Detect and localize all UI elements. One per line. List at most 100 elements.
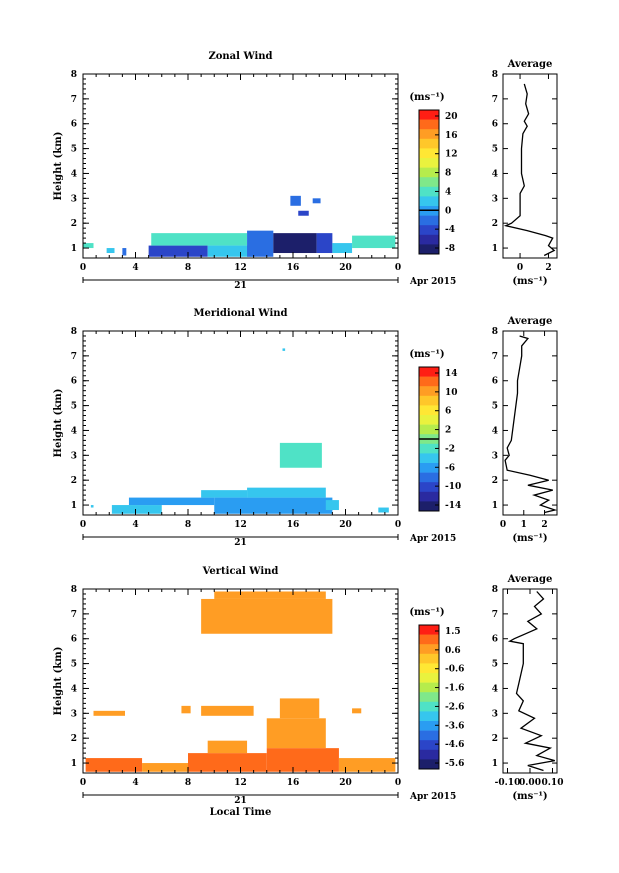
profile-y-tick-label: 2: [492, 219, 498, 229]
heatmap-cell: [201, 598, 333, 634]
profile-x-tick-label: 0.10: [542, 778, 564, 788]
x-tick-label: 0: [395, 520, 401, 530]
profile-y-tick-label: 5: [492, 660, 498, 670]
colorbar-segment: [419, 682, 439, 693]
colorbar-tick-label: -2.6: [445, 702, 464, 712]
profile-y-tick-label: 3: [492, 194, 498, 204]
colorbar-segment: [419, 749, 439, 760]
profile-y-tick-label: 5: [492, 145, 498, 155]
heatmap-cell: [214, 591, 326, 599]
heatmap-cell: [273, 233, 317, 254]
heatmap-cell: [352, 235, 396, 249]
x-tick-label: 8: [185, 520, 191, 530]
x-tick-label: 20: [339, 520, 352, 530]
y-tick-label: 7: [71, 610, 77, 620]
colorbar-tick-label: 8: [445, 169, 451, 179]
heatmap-cell: [266, 748, 339, 772]
x-tick-label: 0: [80, 778, 86, 788]
date-label: 21: [234, 538, 247, 548]
colorbar-segment: [419, 177, 439, 188]
x-tick-label: 16: [287, 778, 300, 788]
month-label: Apr 2015: [409, 277, 456, 287]
colorbar-segment: [419, 673, 439, 683]
colorbar-segment: [419, 701, 439, 712]
profile-line: [504, 335, 558, 514]
colorbar-tick-label: -2: [445, 444, 455, 454]
heatmap-cell: [247, 230, 274, 257]
colorbar-segment: [419, 730, 439, 741]
panel-title: Zonal Wind: [208, 51, 272, 62]
profile-y-tick-label: 6: [492, 635, 498, 645]
colorbar-tick-label: -8: [445, 244, 455, 254]
heatmap-cell: [214, 497, 333, 514]
y-tick-label: 1: [71, 244, 77, 254]
heatmap-cell: [148, 245, 208, 257]
profile-y-tick-label: 7: [492, 610, 498, 620]
x-tick-label: 12: [234, 778, 247, 788]
heatmap-cell: [338, 758, 396, 772]
profile-x-tick-label: -0.10: [495, 778, 521, 788]
profile-x-label: (ms⁻¹): [512, 791, 547, 802]
colorbar-frame: [418, 109, 440, 255]
y-axis-label: Height (km): [53, 132, 64, 201]
profile-y-tick-label: 5: [492, 402, 498, 412]
colorbar-segment: [419, 119, 439, 130]
y-tick-label: 4: [71, 426, 77, 436]
heatmap-cell: [316, 233, 333, 254]
colorbar-segment: [419, 759, 439, 770]
heatmap-cell: [128, 497, 215, 506]
heatmap-cell: [207, 740, 248, 754]
colorbar-tick-label: 0.6: [445, 646, 461, 656]
heatmap-cell: [106, 248, 115, 254]
colorbar-segment: [419, 424, 439, 435]
colorbar-tick-label: -4.6: [445, 740, 464, 750]
colorbar-segment: [419, 491, 439, 502]
x-tick-label: 4: [132, 520, 138, 530]
colorbar-tick-label: 4: [445, 187, 451, 197]
x-tick-label: 0: [80, 263, 86, 273]
colorbar-segment: [419, 367, 439, 377]
colorbar-tick-label: 16: [445, 131, 458, 141]
colorbar-segment: [419, 692, 439, 703]
colorbar-segment: [419, 711, 439, 722]
plot-frame: [82, 73, 399, 259]
colorbar-segment: [419, 234, 439, 245]
heatmap-cell: [90, 505, 94, 508]
profile-x-label: (ms⁻¹): [512, 533, 547, 544]
heatmap-cell: [266, 718, 326, 749]
colorbar-tick-label: -0.6: [445, 665, 464, 675]
heatmap-cell: [290, 195, 301, 206]
profile-x-tick-label: 0: [500, 520, 506, 530]
profile-line: [507, 591, 555, 772]
profile-y-tick-label: 7: [492, 95, 498, 105]
colorbar-tick-label: -4: [445, 225, 455, 235]
x-tick-label: 8: [185, 778, 191, 788]
profile-x-tick-label: 0: [517, 263, 523, 273]
heatmap-cell: [85, 758, 143, 772]
colorbar-segment: [419, 653, 439, 664]
x-tick-label: 16: [287, 263, 300, 273]
profile-y-tick-label: 6: [492, 377, 498, 387]
colorbar-segment: [419, 395, 439, 406]
heatmap-cell: [201, 490, 248, 498]
profile-y-tick-label: 2: [492, 476, 498, 486]
profile-frame: [502, 73, 558, 259]
heatmap-cell: [312, 198, 321, 204]
y-tick-label: 8: [71, 585, 77, 595]
profile-y-tick-label: 8: [492, 327, 498, 337]
colorbar-unit: (ms⁻¹): [409, 607, 444, 618]
profile-y-tick-label: 3: [492, 451, 498, 461]
y-tick-label: 8: [71, 70, 77, 80]
y-tick-label: 6: [71, 120, 77, 130]
y-tick-label: 3: [71, 194, 77, 204]
panel-title: Vertical Wind: [202, 566, 279, 577]
x-tick-label: 8: [185, 263, 191, 273]
y-tick-label: 2: [71, 476, 77, 486]
colorbar-unit: (ms⁻¹): [409, 92, 444, 103]
profile-title: Average: [507, 574, 553, 585]
colorbar-segment: [419, 129, 439, 140]
month-label: Apr 2015: [409, 534, 456, 544]
colorbar-segment: [419, 158, 439, 168]
heatmap-cell: [151, 233, 248, 246]
heatmap-cell: [111, 505, 162, 514]
